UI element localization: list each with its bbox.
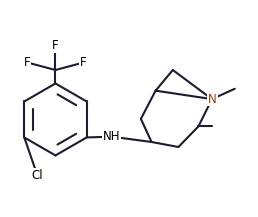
Text: F: F — [80, 56, 87, 69]
Text: NH: NH — [103, 130, 120, 143]
Text: F: F — [52, 39, 59, 53]
Text: N: N — [208, 93, 217, 106]
Text: F: F — [24, 56, 31, 69]
Text: Cl: Cl — [31, 169, 43, 182]
